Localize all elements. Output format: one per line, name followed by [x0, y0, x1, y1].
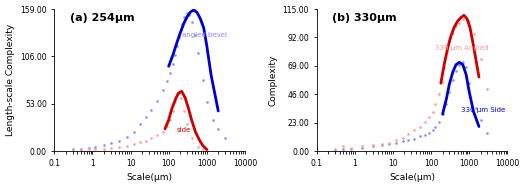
Y-axis label: Complexity: Complexity [268, 55, 277, 106]
Text: (b) 330μm: (b) 330μm [332, 13, 397, 23]
Y-axis label: Length-scale Complexity: Length-scale Complexity [6, 24, 15, 136]
Text: angled bevel: angled bevel [182, 32, 227, 38]
Text: (a) 254μm: (a) 254μm [70, 13, 134, 23]
Text: side: side [176, 127, 191, 133]
X-axis label: Scale(μm): Scale(μm) [127, 174, 173, 182]
Text: 330 μm Angled: 330 μm Angled [435, 45, 489, 51]
X-axis label: Scale(μm): Scale(μm) [389, 174, 435, 182]
Text: 330 μm Side: 330 μm Side [461, 107, 505, 113]
